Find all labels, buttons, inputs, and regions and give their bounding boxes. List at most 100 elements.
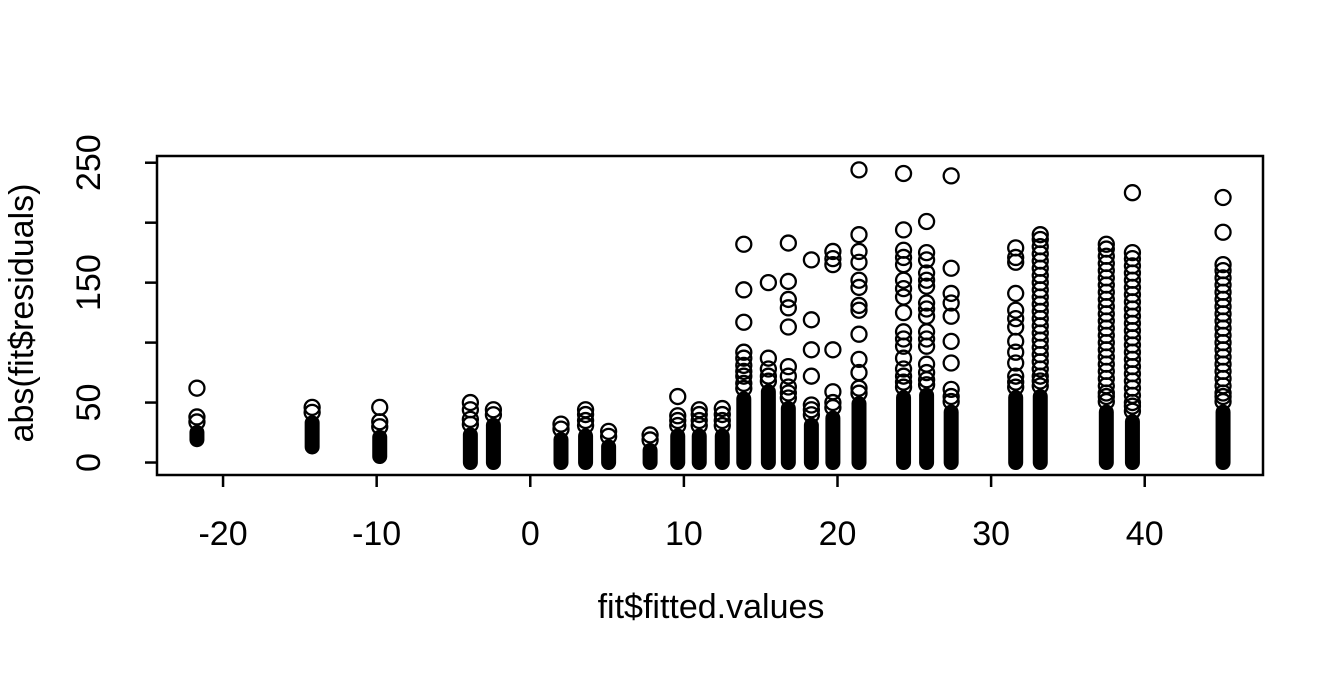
scatter-point [735,343,753,361]
scatter-point [850,363,868,382]
dense-column [760,384,776,471]
scatter-point [824,341,842,359]
scatter-point [576,405,595,424]
scatter-point [779,318,797,336]
scatter-point [850,350,868,369]
scatter-point [779,290,797,309]
data-points [188,161,1232,471]
dense-column [896,390,912,471]
scatter-point [669,411,687,430]
scatter-point [779,234,797,252]
scatter-point [779,378,797,396]
scatter-point [917,251,936,269]
scatter-point [188,408,206,426]
scatter-point [713,411,731,430]
scatter-point [802,367,821,385]
scatter-point [942,307,960,325]
scatter-point [917,355,936,373]
scatter-point [894,164,913,183]
scatter-point [669,387,687,406]
scatter-point [850,226,868,244]
scatter-point [850,278,868,297]
scatter-point [779,357,797,376]
scatter-point [713,405,731,424]
scatter-point [188,379,206,397]
scatter-point [779,367,797,385]
scatter-point [1097,247,1115,265]
scatter-point [824,250,842,268]
x-tick-label: 20 [819,515,857,553]
scatter-point [1007,354,1025,372]
scatter-point [669,407,687,425]
scatter-point [735,367,753,385]
scatter-point [759,360,778,378]
scatter-point [484,401,503,419]
y-axis-ticks: 0 50 150 250 [70,134,157,472]
scatter-point [1123,250,1142,268]
scatter-point [942,167,960,185]
scatter-point [824,383,842,401]
scatter-point [713,399,731,418]
scatter-point [894,303,913,322]
y-tick-label: 50 [70,384,108,422]
scatter-point [759,349,778,367]
scatter-point [779,384,797,402]
dense-column [601,439,617,471]
scatter-point [942,259,960,277]
scatter-point [824,393,842,412]
scatter-point [1007,343,1025,361]
scatter-point [690,401,708,419]
scatter-point [1007,309,1025,328]
scatter-point [850,301,868,319]
scatter-point [850,253,868,271]
scatter-point [917,363,936,382]
x-tick-label: 30 [972,515,1010,553]
dense-column [189,424,205,448]
scatter-point [1007,239,1025,257]
scatter-point [824,242,842,261]
scatter-point [552,415,570,433]
dense-column [1098,404,1114,471]
scatter-point [735,281,753,299]
dense-column [1124,414,1140,471]
scatter-point [802,251,821,269]
dense-column [825,410,841,471]
dense-column [943,404,959,471]
scatter-point [894,288,913,306]
scatter-point [1007,318,1025,336]
scatter-point [1007,284,1025,303]
scatter-point [1123,184,1142,202]
scatter-point [461,401,480,419]
scatter-point [850,296,868,315]
scatter-point [599,422,618,440]
scatter-point [1214,269,1232,287]
scatter-point [735,313,753,331]
scatter-point [1097,235,1115,253]
y-axis-label: abs(fit$residuals) [3,184,41,443]
scatter-point [735,235,753,253]
scatter-point [894,279,913,298]
scatter-point [1007,248,1025,267]
scatter-point [690,405,708,424]
dense-column [851,396,867,471]
scatter-point [824,256,842,274]
scatter-point [1007,373,1025,391]
dense-column [691,428,707,471]
scatter-point [1031,226,1049,244]
x-tick-label: -20 [198,515,247,553]
scatter-point [371,398,389,417]
scatter-point [917,330,936,348]
dense-column [1008,390,1024,471]
dense-column [462,427,478,471]
x-axis-ticks: -20 -10 0 10 20 30 40 [198,475,1164,553]
scatter-point [942,332,960,351]
scatter-point [942,354,960,372]
scatter-point [850,242,868,261]
scatter-point [917,300,936,318]
dense-column [1032,388,1048,471]
dense-column [803,417,819,471]
scatter-point [1007,367,1025,385]
scatter-point [894,360,913,378]
